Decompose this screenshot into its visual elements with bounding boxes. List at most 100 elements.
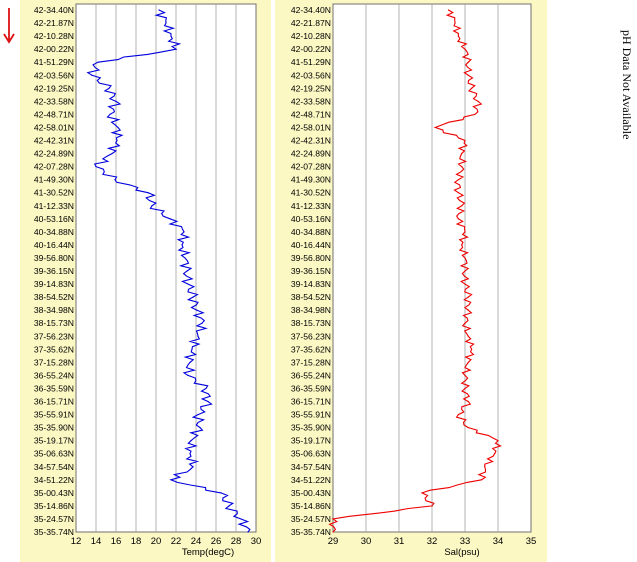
temp-y-tick-label: 35-35.74N: [34, 527, 74, 537]
sal-data-point: [461, 166, 463, 168]
sal-x-axis-title: Sal(psu): [444, 547, 479, 558]
sal-data-point: [332, 518, 334, 520]
temp-y-tick-label: 34-51.22N: [34, 475, 74, 485]
sal-data-point: [447, 9, 450, 11]
temp-data-point: [201, 322, 203, 324]
sal-y-tick-label: 42-10.28N: [291, 31, 331, 41]
sal-data-point: [474, 113, 476, 115]
sal-y-tick-label: 37-56.23N: [291, 331, 331, 341]
temp-y-tick-label: 41-51.29N: [34, 57, 74, 67]
temp-data-point: [115, 100, 117, 102]
ph-unavailable-note: pH Data Not Available: [620, 30, 634, 140]
temp-y-tick-label: 42-19.25N: [34, 83, 74, 93]
temp-data-point: [108, 87, 110, 89]
sal-y-tick-label: 34-57.54N: [291, 462, 331, 472]
sal-y-tick-label: 36-15.71N: [291, 397, 331, 407]
sal-y-tick-label: 42-24.89N: [291, 149, 331, 159]
sal-data-point: [461, 152, 463, 155]
temp-data-point: [165, 22, 167, 24]
sal-data-point: [434, 126, 436, 129]
sal-data-point: [464, 270, 466, 272]
temp-y-tick-label: 41-12.33N: [34, 201, 74, 211]
sal-data-point: [457, 192, 459, 194]
sal-data-point: [457, 179, 459, 181]
sal-x-tick-label: 29: [328, 536, 339, 547]
sal-data-point: [461, 244, 463, 246]
temp-data-point: [205, 387, 207, 390]
sal-y-tick-label: 40-16.44N: [291, 240, 331, 250]
sal-data-point: [464, 139, 466, 142]
sal-data-point: [431, 505, 433, 507]
temp-data-point: [196, 309, 198, 311]
sal-y-tick-label: 34-51.22N: [291, 475, 331, 485]
sal-data-point: [464, 231, 466, 233]
sal-y-tick-label: 38-15.73N: [291, 318, 331, 328]
temp-y-tick-label: 42-58.01N: [34, 122, 74, 132]
temp-x-tick-label: 26: [211, 536, 222, 547]
temp-y-tick-label: 38-34.98N: [34, 305, 74, 315]
temp-y-tick-label: 39-36.15N: [34, 266, 74, 276]
temp-y-tick-label: 37-35.62N: [34, 344, 74, 354]
sal-y-tick-label: 35-19.17N: [291, 436, 331, 446]
temp-y-tick-label: 41-30.52N: [34, 188, 74, 198]
sal-data-point: [467, 400, 469, 403]
temp-data-point: [247, 531, 249, 533]
sal-y-tick-label: 42-48.71N: [291, 109, 331, 119]
sal-data-point: [467, 309, 469, 311]
sal-x-tick-label: 31: [394, 536, 405, 547]
sal-y-tick-label: 39-56.80N: [291, 253, 331, 263]
arrow-head: [3, 33, 15, 44]
temp-data-point: [147, 192, 149, 194]
temp-y-tick-label: 39-56.80N: [34, 253, 74, 263]
sal-y-tick-label: 37-15.28N: [291, 357, 331, 367]
sal-x-tick-label: 30: [361, 536, 372, 547]
temp-data-point: [220, 492, 222, 494]
sal-data-point: [457, 35, 459, 37]
sal-y-tick-label: 36-35.59N: [291, 383, 331, 393]
salinity-chart: 29 30 31 32 33 34 35 Sal(psu) 42-34.40N 42-21.87N…: [275, 0, 547, 562]
temp-data-point: [187, 283, 189, 285]
sal-y-tick-label: 35-55.91N: [291, 410, 331, 420]
temp-data-point: [186, 270, 188, 272]
temp-y-tick-label: 36-35.59N: [34, 383, 74, 393]
temp-x-tick-label: 20: [151, 536, 162, 547]
temp-y-tick-label: 36-55.24N: [34, 370, 74, 380]
sal-data-point: [464, 322, 466, 324]
sal-y-tick-label: 35-24.57N: [291, 514, 331, 524]
sal-x-tick-label: 33: [460, 536, 471, 547]
sal-data-point: [457, 218, 459, 220]
temp-y-tick-label: 35-00.43N: [34, 488, 74, 498]
temp-data-point: [207, 400, 209, 403]
temp-y-tick-label: 37-15.28N: [34, 357, 74, 367]
temp-data-point: [228, 505, 230, 507]
sal-y-tick-label: 41-49.30N: [291, 175, 331, 185]
temp-data-point: [184, 257, 186, 259]
sal-data-point: [461, 205, 463, 207]
temp-y-tick-label: 35-24.57N: [34, 514, 74, 524]
temp-y-tick-label: 42-07.28N: [34, 162, 74, 172]
temp-y-tick-label: 35-14.86N: [34, 501, 74, 511]
sal-data-point: [332, 531, 334, 533]
temp-y-tick-label: 42-33.58N: [34, 96, 74, 106]
sal-data-point: [457, 413, 459, 416]
temp-y-tick-label: 40-53.16N: [34, 214, 74, 224]
sal-data-point: [421, 492, 423, 494]
temp-y-tick-label: 37-56.23N: [34, 331, 74, 341]
sal-data-point: [494, 453, 496, 455]
sal-y-tick-label: 42-33.58N: [291, 96, 331, 106]
sal-y-tick-label: 39-14.83N: [291, 279, 331, 289]
temp-x-tick-label: 22: [171, 536, 182, 547]
temp-y-tick-label: 35-55.91N: [34, 410, 74, 420]
down-arrow-icon: [3, 8, 15, 44]
sal-data-point: [467, 296, 469, 298]
sal-y-tick-label: 35-35.90N: [291, 423, 331, 433]
temp-x-axis-title: Temp(degC): [182, 547, 234, 558]
sal-y-tick-label: 40-34.88N: [291, 227, 331, 237]
sal-data-point: [464, 387, 466, 390]
temp-y-tick-label: 42-03.56N: [34, 70, 74, 80]
sal-data-point: [464, 257, 466, 259]
temperature-chart: 12 14 16 18 20 22 24 26 28 30 Temp(degC) 42-34.40N 4…: [20, 0, 271, 562]
sal-data-point: [480, 479, 483, 481]
temp-x-tick-label: 12: [71, 536, 82, 547]
temp-data-point: [91, 74, 93, 76]
